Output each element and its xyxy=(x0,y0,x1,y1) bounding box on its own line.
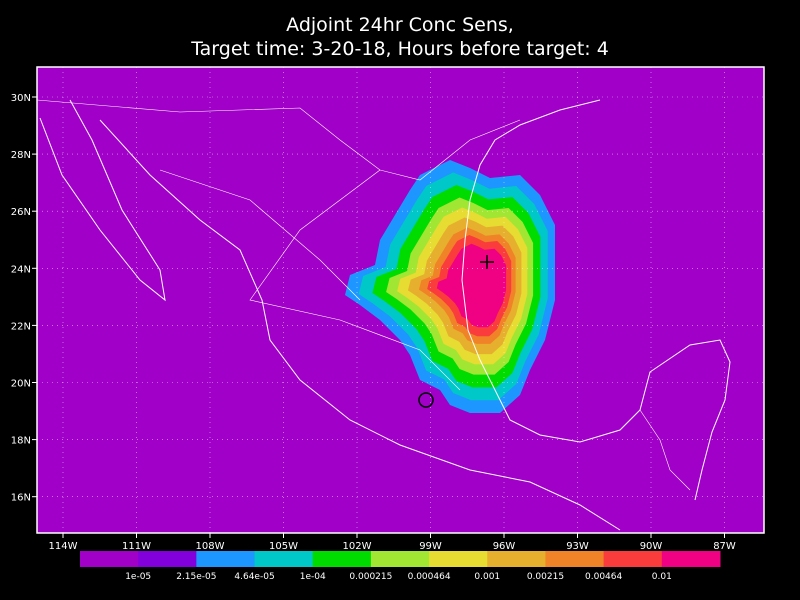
source-marker xyxy=(418,392,434,408)
latitude-label: 16N xyxy=(11,493,31,504)
longitude-label: 105W xyxy=(269,541,298,552)
colorbar-box xyxy=(429,551,488,567)
latitude-label: 18N xyxy=(11,436,31,447)
title: Adjoint 24hr Conc Sens, xyxy=(286,14,514,36)
longitude-label: 96W xyxy=(493,541,516,552)
colorbar-box xyxy=(661,551,721,567)
coastline xyxy=(99,119,621,531)
colorbar-label: 0.000464 xyxy=(408,572,451,582)
latitude-label: 30N xyxy=(11,93,31,104)
colorbar-label: 2.15e-05 xyxy=(176,572,216,582)
colorbar-box xyxy=(603,551,663,567)
colorbar-box xyxy=(370,551,430,567)
colorbar-box xyxy=(312,551,372,567)
longitude-label: 90W xyxy=(640,541,663,552)
coastline xyxy=(461,99,731,501)
sensitivity-contour xyxy=(436,243,507,328)
border xyxy=(159,169,361,301)
colorbar-box xyxy=(254,551,314,567)
colorbar-label: 0.00215 xyxy=(527,572,564,582)
colorbar-label: 0.000215 xyxy=(349,572,392,582)
subtitle: Target time: 3-20-18, Hours before targe… xyxy=(190,38,609,60)
colorbar-label: 0.001 xyxy=(474,572,500,582)
latitude-label: 22N xyxy=(11,321,31,332)
border xyxy=(36,99,521,181)
colorbar-label: 4.64e-05 xyxy=(234,572,274,582)
border xyxy=(639,409,691,491)
map-frame xyxy=(36,66,765,534)
longitude-label: 93W xyxy=(566,541,589,552)
latitude-label: 26N xyxy=(11,207,31,218)
colorbar-label: 1e-05 xyxy=(125,572,151,582)
longitude-label: 114W xyxy=(49,541,78,552)
colorbar-box xyxy=(80,551,139,567)
latitude-label: 20N xyxy=(11,379,31,390)
colorbar-box xyxy=(545,551,605,567)
colorbar-box xyxy=(138,551,197,567)
colorbar-box xyxy=(487,551,546,567)
latitude-label: 28N xyxy=(11,150,31,161)
longitude-label: 111W xyxy=(122,541,151,552)
latitude-label: 24N xyxy=(11,264,31,275)
target-marker xyxy=(480,255,494,269)
colorbar-label: 0.00464 xyxy=(585,572,622,582)
colorbar-box xyxy=(196,551,256,567)
longitude-label: 99W xyxy=(419,541,442,552)
map: 114W 111W 108W 105W 102W 99W 96W 93W 90W 87W 30N 28… xyxy=(11,66,765,552)
coastline xyxy=(39,99,166,302)
colorbar-label: 1e-04 xyxy=(300,572,326,582)
longitude-label: 102W xyxy=(343,541,372,552)
longitude-label: 108W xyxy=(196,541,225,552)
longitude-label: 87W xyxy=(713,541,736,552)
colorbar-label: 0.01 xyxy=(652,572,672,582)
border xyxy=(249,169,461,391)
